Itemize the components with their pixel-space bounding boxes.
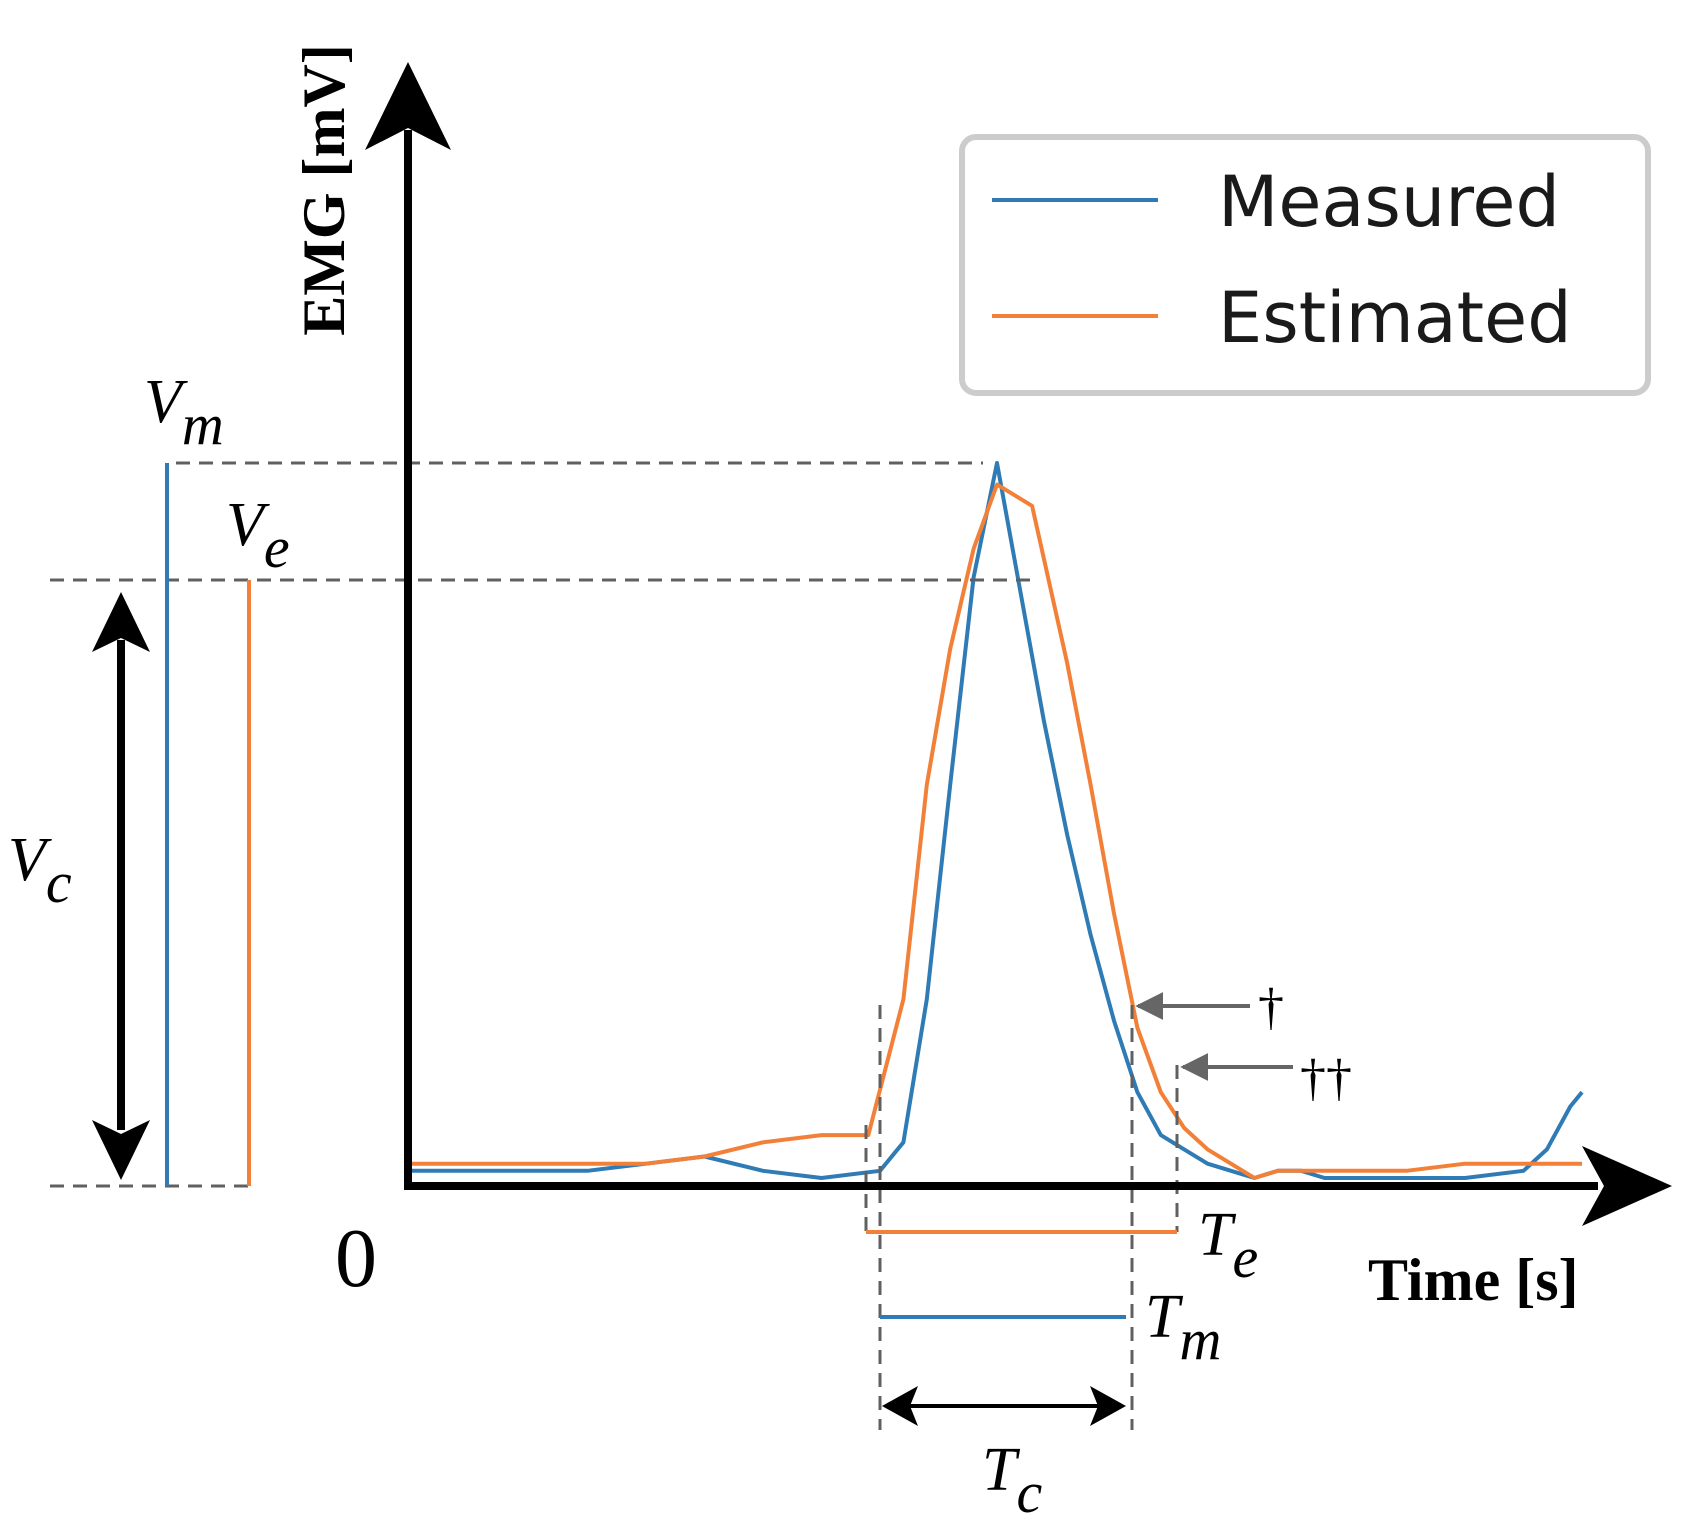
- tc-label: Tc: [982, 1436, 1042, 1525]
- vc-label: Vc: [8, 826, 72, 915]
- x-axis-label: Time [s]: [1368, 1247, 1579, 1313]
- dagger-label: †: [1258, 979, 1284, 1036]
- y-axis-arrowhead: [365, 62, 451, 150]
- tc-double-arrow: [882, 1386, 1126, 1426]
- series-line-estimated: [412, 482, 1582, 1180]
- vc-double-arrow: [92, 592, 150, 1180]
- ve-label: Ve: [226, 491, 290, 580]
- axes: [365, 62, 1672, 1226]
- vm-label: Vm: [144, 368, 224, 457]
- x-axis-arrowhead: [1582, 1146, 1672, 1226]
- double-dagger-label: ††: [1300, 1050, 1352, 1107]
- te-label: Te: [1198, 1201, 1258, 1290]
- reference-lines: [50, 461, 1179, 1430]
- series-line-measured: [412, 461, 1584, 1180]
- legend-label-measured: Measured: [1218, 161, 1560, 243]
- origin-label: 0: [335, 1212, 377, 1305]
- y-axis-label: EMG [mV]: [291, 44, 357, 336]
- tm-label: Tm: [1145, 1283, 1221, 1372]
- legend-label-estimated: Estimated: [1218, 277, 1572, 359]
- legend: Measured Estimated: [959, 134, 1651, 396]
